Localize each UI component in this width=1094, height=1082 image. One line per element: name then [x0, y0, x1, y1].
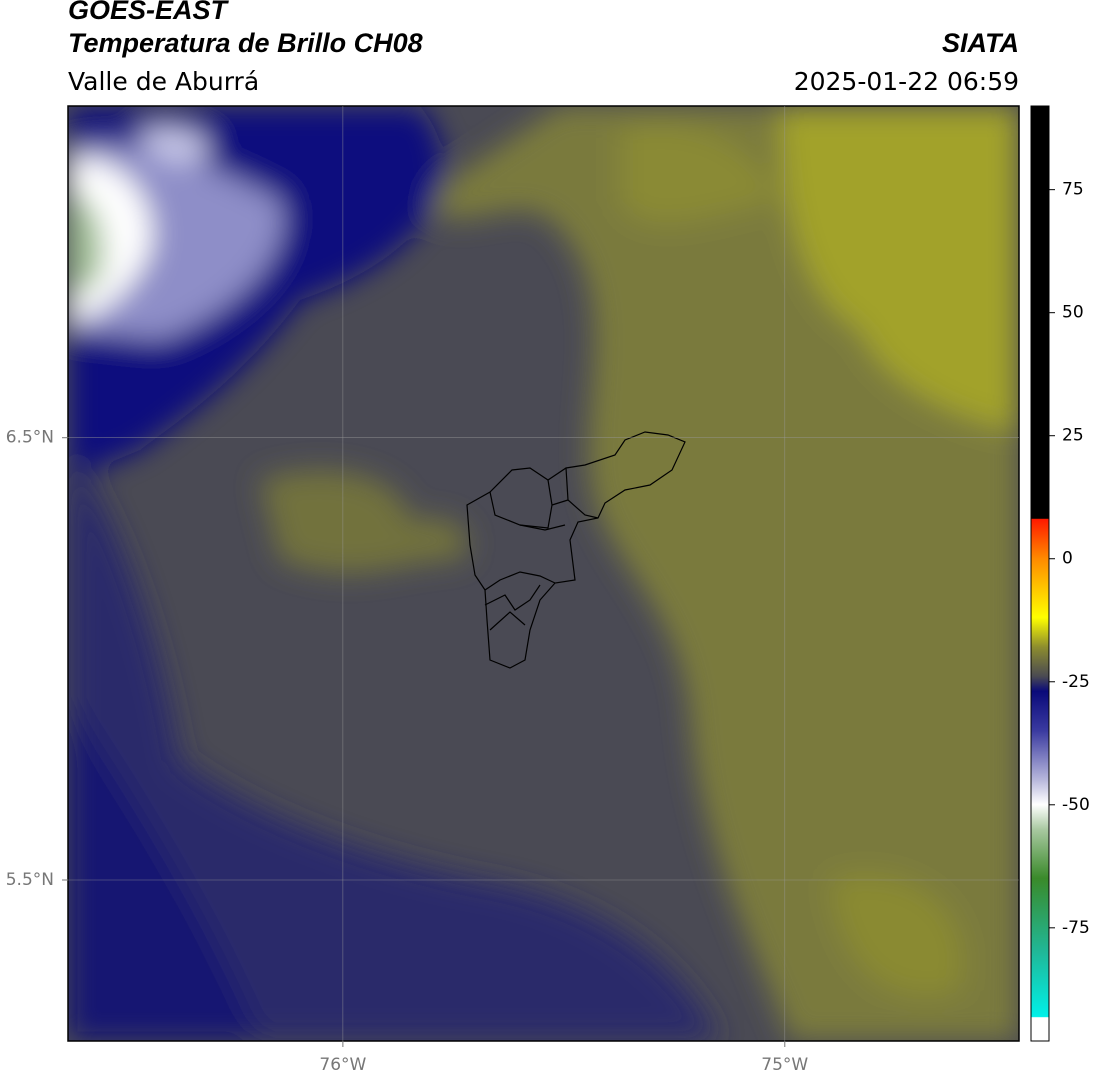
colorbar-tick-label: -25 [1062, 672, 1090, 692]
x-tick-label: 75°W [761, 1055, 808, 1075]
basin-boundaries [466, 431, 686, 669]
x-tick-label: 76°W [319, 1055, 366, 1075]
colorbar-tick-label: 75 [1062, 180, 1084, 200]
map-frame [67, 105, 1020, 1042]
satellite-image [68, 106, 1019, 1041]
y-tick-label: 5.5°N [6, 870, 54, 890]
title: GOES-EAST [68, 0, 230, 25]
colorbar-tick-label: 50 [1062, 303, 1084, 323]
colorbar-tick-label: -50 [1062, 795, 1090, 815]
colorbar-tick-label: 0 [1062, 549, 1073, 569]
colorbar-tick-label: 25 [1062, 426, 1084, 446]
y-tick-label: 6.5°N [6, 428, 54, 448]
datetime: 2025-01-22 06:59 [794, 67, 1019, 96]
region: Valle de Aburrá [68, 67, 259, 96]
colorbar [1030, 105, 1050, 1042]
source: SIATA [942, 28, 1019, 58]
subtitle: Temperatura de Brillo CH08 [68, 28, 423, 58]
colorbar-tick-label: -75 [1062, 918, 1090, 938]
